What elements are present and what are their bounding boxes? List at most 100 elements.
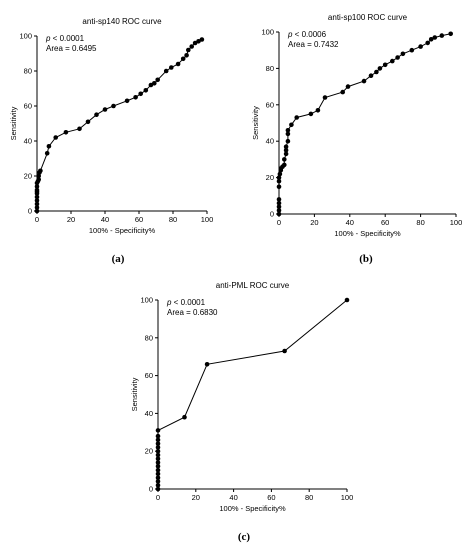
roc-data-point: [390, 58, 395, 64]
x-tick-label: 0: [277, 218, 281, 227]
roc-data-point: [432, 35, 438, 40]
roc-data-point: [124, 98, 130, 104]
x-tick-label: 60: [135, 215, 143, 224]
y-axis-label: Sensitivity: [251, 106, 260, 140]
roc-data-point: [428, 37, 434, 42]
roc-data-point: [155, 441, 161, 446]
x-tick-label: 20: [67, 215, 75, 224]
roc-data-point: [186, 47, 191, 53]
roc-data-point: [36, 173, 41, 179]
x-tick-label: 60: [381, 218, 389, 227]
roc-data-point: [34, 205, 40, 210]
roc-data-point: [155, 428, 161, 433]
roc-data-point: [418, 44, 423, 49]
roc-data-point: [400, 51, 406, 57]
roc-data-point: [155, 437, 161, 443]
roc-data-point: [34, 208, 40, 214]
x-tick-label: 100: [450, 218, 463, 227]
y-tick-label: 20: [145, 447, 153, 456]
roc-data-point: [276, 175, 282, 180]
roc-data-point: [439, 33, 445, 38]
y-tick-label: 60: [266, 100, 274, 109]
y-tick-label: 0: [28, 207, 32, 216]
roc-data-point: [189, 44, 194, 49]
roc-data-point: [155, 467, 161, 473]
y-tick-label: 20: [24, 172, 32, 181]
panel-label: (c): [238, 531, 251, 543]
roc-data-point: [152, 81, 157, 86]
roc-data-point: [315, 108, 321, 113]
roc-data-point: [196, 39, 201, 44]
x-tick-label: 80: [416, 218, 424, 227]
roc-data-point: [374, 69, 379, 75]
roc-data-point: [276, 197, 282, 202]
roc-data-point: [285, 128, 291, 133]
roc-data-point: [276, 200, 282, 206]
roc-data-point: [294, 115, 300, 120]
roc-data-point: [283, 148, 289, 153]
roc-chart-1: anti-sp140 ROC curve 0 20 40 60 80 100 0 20 40 60 8…: [9, 17, 213, 265]
roc-data-point: [155, 452, 161, 458]
roc-data-point: [182, 414, 187, 420]
x-tick-label: 20: [310, 218, 318, 227]
p-value-text: < 0.0001: [171, 298, 205, 307]
roc-data-point: [184, 53, 189, 58]
x-axis-label: 100% - Specificity%: [334, 229, 401, 238]
roc-data-point: [155, 464, 161, 469]
x-tick-label: 0: [156, 493, 160, 502]
roc-data-point: [44, 151, 50, 156]
x-tick-label: 100: [201, 215, 214, 224]
y-axis-label: Sensitivity: [9, 106, 18, 140]
y-tick-label: 80: [145, 333, 153, 342]
x-tick-label: 80: [169, 215, 177, 224]
y-tick-label: 0: [270, 210, 274, 219]
roc-data-point: [133, 95, 138, 100]
y-tick-label: 100: [19, 32, 32, 41]
y-tick-label: 40: [24, 137, 32, 146]
roc-data-point: [204, 362, 210, 367]
area-annotation: Area = 0.6495: [46, 44, 97, 53]
roc-data-point: [34, 198, 40, 203]
roc-data-point: [344, 297, 350, 303]
roc-data-point: [111, 103, 116, 109]
y-tick-label: 80: [24, 67, 32, 76]
roc-data-point: [180, 56, 186, 62]
p-value-text: < 0.0006: [292, 30, 326, 39]
roc-data-point: [34, 194, 40, 200]
y-tick-label: 60: [145, 371, 153, 380]
p-value-annotation: p < 0.0001: [45, 34, 85, 43]
roc-data-point: [377, 66, 383, 71]
roc-data-point: [77, 126, 82, 132]
x-tick-label: 40: [101, 215, 109, 224]
roc-data-point: [395, 55, 400, 60]
roc-data-point: [277, 171, 283, 177]
roc-data-point: [155, 456, 161, 462]
roc-data-point: [340, 89, 346, 95]
roc-data-point: [85, 119, 91, 125]
p-value-text: < 0.0001: [50, 34, 84, 43]
roc-data-point: [102, 107, 108, 112]
roc-data-point: [282, 348, 287, 354]
y-tick-label: 40: [145, 409, 153, 418]
roc-data-point: [163, 68, 169, 74]
p-value-annotation: p < 0.0001: [166, 298, 206, 307]
x-tick-label: 40: [229, 493, 237, 502]
y-tick-label: 0: [149, 485, 153, 494]
area-annotation: Area = 0.7432: [288, 40, 339, 49]
panel-label: (a): [112, 253, 125, 265]
roc-data-point: [409, 47, 415, 53]
roc-data-point: [53, 135, 58, 140]
p-symbol: p: [287, 30, 293, 39]
roc-data-point: [282, 162, 287, 168]
panel-label: (b): [359, 253, 373, 265]
roc-data-point: [34, 184, 40, 189]
roc-chart-2: anti-sp100 ROC curve 0 20 40 60 80 100 0 20 40 60 8…: [251, 13, 462, 265]
roc-data-point: [36, 177, 41, 182]
roc-data-point: [148, 82, 154, 88]
x-tick-label: 0: [35, 215, 39, 224]
roc-data-point: [175, 61, 181, 67]
roc-data-point: [199, 37, 205, 42]
roc-data-point: [38, 168, 43, 174]
roc-data-point: [143, 88, 149, 93]
